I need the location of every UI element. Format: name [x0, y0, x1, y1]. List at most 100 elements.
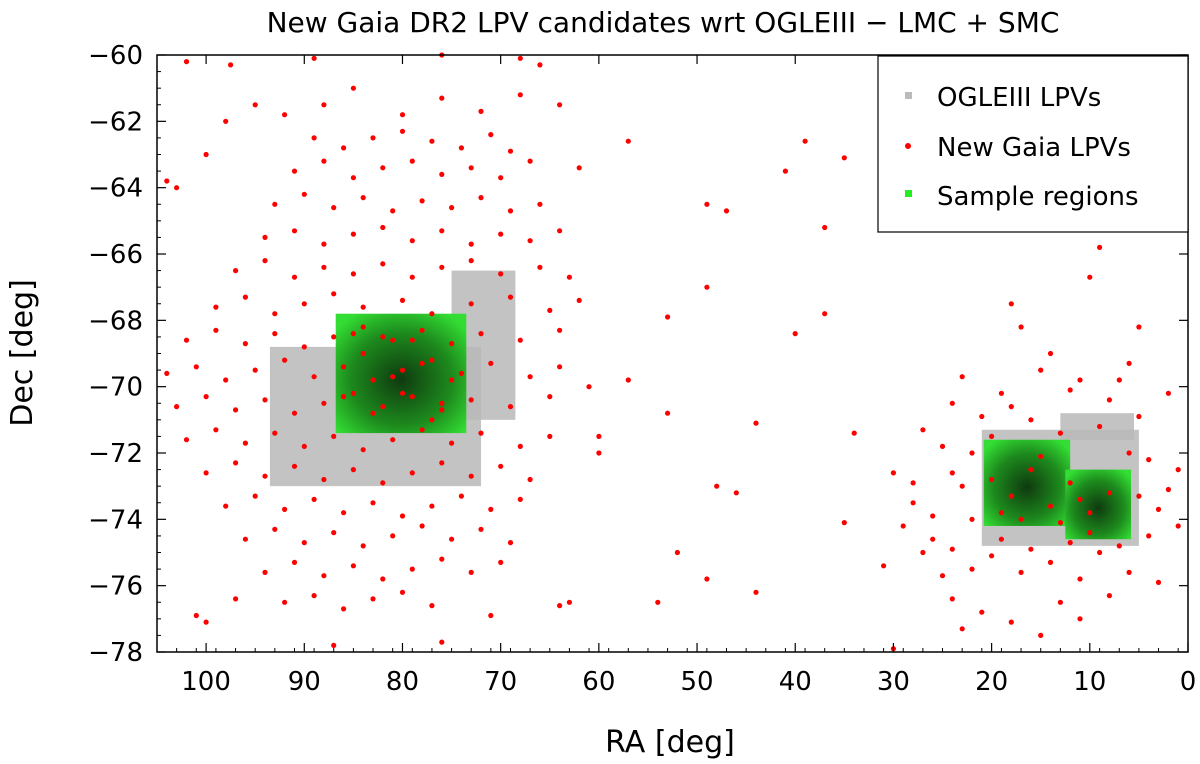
x-tick-label: 90 — [288, 667, 321, 697]
gaia-point — [930, 536, 936, 542]
gaia-point — [547, 307, 553, 313]
gaia-point — [1077, 496, 1083, 502]
gaia-point — [331, 642, 337, 649]
x-tick-label: 60 — [582, 667, 615, 697]
y-tick-label: −74 — [88, 505, 143, 535]
gaia-point — [380, 165, 386, 171]
gaia-point — [164, 370, 170, 376]
gaia-point — [429, 357, 435, 363]
gaia-point — [282, 599, 288, 605]
gaia-point — [989, 553, 995, 559]
gaia-point — [203, 619, 209, 625]
x-tick-label: 0 — [1180, 667, 1197, 697]
gaia-point — [517, 55, 523, 61]
gaia-point — [1116, 543, 1122, 549]
gaia-point — [242, 294, 248, 300]
gaia-point — [1067, 480, 1073, 486]
gaia-point — [979, 413, 985, 420]
gaia-point — [1077, 616, 1083, 622]
gaia-point — [507, 294, 514, 300]
gaia-point — [488, 132, 494, 138]
gaia-point — [488, 612, 494, 619]
gaia-point — [282, 112, 288, 118]
gaia-point — [341, 145, 347, 151]
gaia-point — [449, 536, 455, 542]
gaia-point — [949, 470, 955, 476]
gaia-point — [1038, 453, 1044, 459]
gaia-point — [1155, 506, 1162, 512]
gaia-point — [311, 135, 317, 141]
gaia-point — [890, 470, 897, 476]
gaia-point — [370, 135, 376, 141]
gaia-point — [468, 569, 474, 576]
y-tick-label: −68 — [88, 306, 143, 336]
gaia-point — [262, 258, 268, 264]
x-tick-label: 80 — [386, 667, 419, 697]
gaia-point — [1018, 324, 1024, 330]
gaia-point — [399, 297, 406, 303]
gaia-point — [449, 205, 455, 211]
x-tick-label: 20 — [975, 667, 1008, 697]
gaia-point — [527, 374, 533, 380]
gaia-point — [1097, 244, 1103, 250]
gaia-point — [409, 337, 415, 343]
gaia-point — [399, 589, 406, 595]
y-tick-label: −70 — [88, 373, 143, 403]
gaia-point — [507, 540, 514, 546]
gaia-point — [488, 360, 494, 366]
gaia-point — [233, 460, 239, 466]
gaia-point — [331, 433, 337, 439]
gaia-point — [792, 331, 798, 337]
gaia-point — [380, 334, 386, 340]
gaia-point — [449, 440, 455, 446]
gaia-point — [1106, 593, 1112, 599]
gaia-point — [566, 274, 573, 280]
gaia-point — [429, 138, 435, 144]
x-tick-label: 70 — [484, 667, 517, 697]
gaia-point — [252, 367, 258, 373]
gaia-point — [291, 274, 298, 280]
gaia-point — [939, 573, 946, 579]
gaia-point — [321, 573, 327, 579]
gaia-point — [1175, 467, 1181, 473]
ticks-layer: 100 90 80 70 60 50 40 30 20 10 0−60−62−64−66−68−70… — [88, 41, 1196, 697]
gaia-point — [223, 503, 229, 509]
gaia-point — [331, 205, 337, 211]
gaia-point — [213, 427, 219, 433]
gaia-point — [920, 549, 926, 556]
sample-regions-layer — [335, 313, 1132, 540]
gaia-point — [331, 334, 337, 340]
gaia-point — [851, 430, 857, 436]
gaia-point — [301, 301, 307, 307]
gaia-point — [665, 410, 671, 416]
gaia-point — [449, 341, 455, 347]
gaia-point — [370, 500, 376, 506]
gaia-point — [350, 85, 356, 91]
gaia-point — [1087, 530, 1093, 536]
gaia-point — [262, 473, 268, 479]
gaia-point — [969, 450, 975, 456]
gaia-point — [390, 337, 396, 343]
gaia-point — [841, 520, 847, 526]
gaia-point — [223, 118, 229, 124]
gaia-point — [1106, 490, 1112, 496]
gaia-point — [1077, 576, 1083, 582]
gaia-point — [282, 506, 288, 512]
legend-label-gaia: New Gaia LPVs — [937, 133, 1131, 163]
gaia-point — [714, 483, 720, 489]
gaia-point — [596, 433, 602, 439]
gaia-point — [370, 377, 376, 383]
gaia-point — [350, 563, 356, 569]
gaia-point — [439, 556, 445, 562]
gaia-point — [753, 589, 759, 595]
gaia-point — [409, 274, 415, 280]
gaia-point — [360, 324, 366, 330]
gaia-point — [282, 357, 288, 363]
gaia-point — [1116, 377, 1122, 383]
gaia-point — [557, 603, 563, 609]
gaia-point — [625, 138, 631, 144]
sample-region-smc-west — [983, 439, 1071, 526]
gaia-point — [350, 175, 356, 181]
gaia-point — [1008, 404, 1014, 410]
gaia-point — [478, 526, 484, 532]
